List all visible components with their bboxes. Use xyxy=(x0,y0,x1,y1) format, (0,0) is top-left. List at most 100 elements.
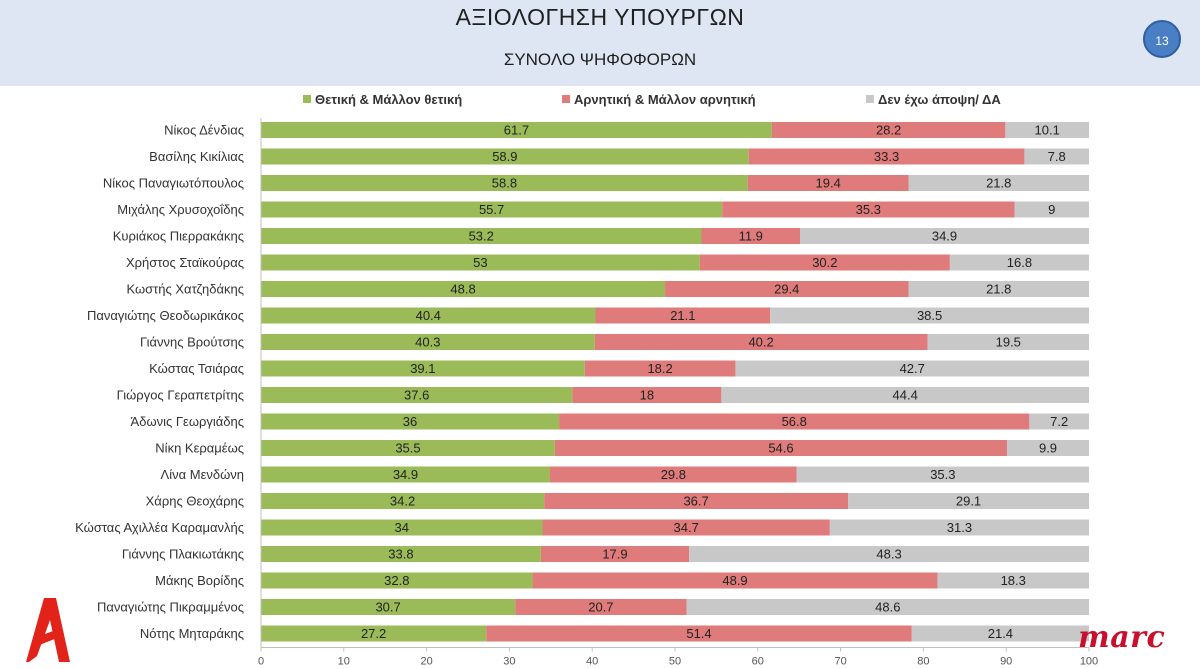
category-label: Γιώργος Γεραπετρίτης xyxy=(117,388,244,403)
alpha-logo xyxy=(26,598,70,662)
bar-segment xyxy=(261,572,533,589)
data-label: 31.3 xyxy=(947,520,972,535)
data-label: 33.8 xyxy=(388,547,413,562)
data-label: 35.3 xyxy=(856,202,881,217)
data-label: 37.6 xyxy=(404,388,429,403)
category-label: Μάκης Βορίδης xyxy=(155,573,244,588)
data-label: 56.8 xyxy=(782,414,807,429)
bar-segment xyxy=(595,307,771,324)
data-label: 9.9 xyxy=(1039,441,1057,456)
data-label: 51.4 xyxy=(686,626,711,641)
bar-segment xyxy=(554,440,1008,456)
bar-segment xyxy=(532,572,938,589)
bar-segment xyxy=(261,413,560,430)
data-label: 29.1 xyxy=(956,494,981,509)
data-label: 18 xyxy=(640,388,654,403)
data-label: 36.7 xyxy=(683,494,708,509)
x-tick-label: 30 xyxy=(503,656,515,668)
data-label: 28.2 xyxy=(876,123,901,138)
bar-segment xyxy=(594,334,928,350)
data-label: 21.4 xyxy=(988,626,1013,641)
bar-segment xyxy=(261,493,545,509)
data-label: 35.3 xyxy=(930,467,955,482)
bar-segment xyxy=(261,281,666,297)
legend-label: Θετική & Μάλλον θετική xyxy=(315,92,462,107)
data-label: 58.8 xyxy=(492,176,517,191)
category-label: Νίκη Κεραμέως xyxy=(155,441,244,456)
data-label: 40.3 xyxy=(415,335,440,350)
x-tick-label: 0 xyxy=(258,656,264,668)
legend-label: Δεν έχω άποψη/ ΔΑ xyxy=(878,92,1001,107)
bar-segment xyxy=(747,175,909,191)
bar-segment xyxy=(261,254,700,271)
bar-segment xyxy=(911,625,1089,642)
data-label: 19.5 xyxy=(996,335,1021,350)
category-label: Μιχάλης Χρυσοχοΐδης xyxy=(117,202,244,217)
bar-segment xyxy=(261,466,550,483)
bar-segment xyxy=(261,625,487,642)
bar-segment xyxy=(689,546,1089,562)
data-label: 38.5 xyxy=(917,308,942,323)
bar-segment xyxy=(486,625,912,642)
data-label: 36 xyxy=(403,414,417,429)
category-label: Κώστας Τσιάρας xyxy=(149,361,244,376)
x-tick-label: 80 xyxy=(917,656,929,668)
x-tick-label: 10 xyxy=(338,656,350,668)
bar-segment xyxy=(796,466,1089,483)
x-tick-label: 100 xyxy=(1080,656,1098,668)
category-label: Άδωνις Γεωργιάδης xyxy=(131,414,244,429)
data-label: 35.5 xyxy=(395,441,420,456)
category-label: Παναγιώτης Πικραμμένος xyxy=(97,600,244,615)
category-label: Κωστής Χατζηδάκης xyxy=(126,282,244,297)
category-label: Βασίλης Κικίλιας xyxy=(149,149,244,164)
data-label: 9 xyxy=(1048,202,1055,217)
bar-segment xyxy=(261,228,702,244)
data-label: 48.6 xyxy=(875,600,900,615)
data-label: 34.9 xyxy=(393,467,418,482)
data-label: 21.8 xyxy=(986,176,1011,191)
data-label: 21.1 xyxy=(670,308,695,323)
data-label: 18.2 xyxy=(647,361,672,376)
data-label: 7.2 xyxy=(1050,414,1068,429)
bar-segment xyxy=(544,493,849,509)
legend-swatch xyxy=(866,95,874,103)
bar-segment xyxy=(701,228,801,244)
data-label: 29.4 xyxy=(774,282,799,297)
data-label: 34.9 xyxy=(932,229,957,244)
category-label: Γιάννης Βρούτσης xyxy=(140,335,244,350)
data-label: 10.1 xyxy=(1035,123,1060,138)
data-label: 32.8 xyxy=(384,573,409,588)
data-label: 42.7 xyxy=(900,361,925,376)
bar-segment xyxy=(800,228,1089,244)
bar-segment xyxy=(261,201,723,218)
data-label: 40.2 xyxy=(748,335,773,350)
data-label: 30.7 xyxy=(375,600,400,615)
bar-segment xyxy=(1007,440,1089,456)
bar-segment xyxy=(261,519,543,536)
data-label: 55.7 xyxy=(479,202,504,217)
x-tick-label: 20 xyxy=(420,656,432,668)
category-label: Λίνα Μενδώνη xyxy=(161,467,244,482)
category-label: Νίκος Παναγιωτόπουλος xyxy=(103,176,244,191)
bar-segment xyxy=(261,122,772,138)
slide-header: ΑΞΙΟΛΟΓΗΣΗ ΥΠΟΥΡΓΩΝ ΣΥΝΟΛΟ ΨΗΦΟΦΟΡΩΝ 13 xyxy=(0,0,1200,86)
bar-segment xyxy=(770,307,1089,324)
bar-segment xyxy=(261,175,748,191)
data-label: 21.8 xyxy=(986,282,1011,297)
data-label: 11.9 xyxy=(739,229,763,244)
data-label: 48.9 xyxy=(722,573,747,588)
data-label: 29.8 xyxy=(661,467,686,482)
bar-segment xyxy=(927,334,1089,350)
bar-segment xyxy=(908,281,1089,297)
data-label: 34 xyxy=(395,520,409,535)
x-tick-label: 60 xyxy=(752,656,764,668)
bar-segment xyxy=(771,122,1006,138)
x-tick-label: 90 xyxy=(1000,656,1012,668)
category-label: Κώστας Αχιλλέα Καραμανλής xyxy=(75,520,244,535)
data-label: 39.1 xyxy=(410,361,435,376)
bar-segment xyxy=(515,599,687,615)
bar-segment xyxy=(572,387,722,403)
bar-segment xyxy=(542,519,830,536)
data-label: 20.7 xyxy=(588,600,613,615)
data-label: 48.3 xyxy=(876,547,901,562)
